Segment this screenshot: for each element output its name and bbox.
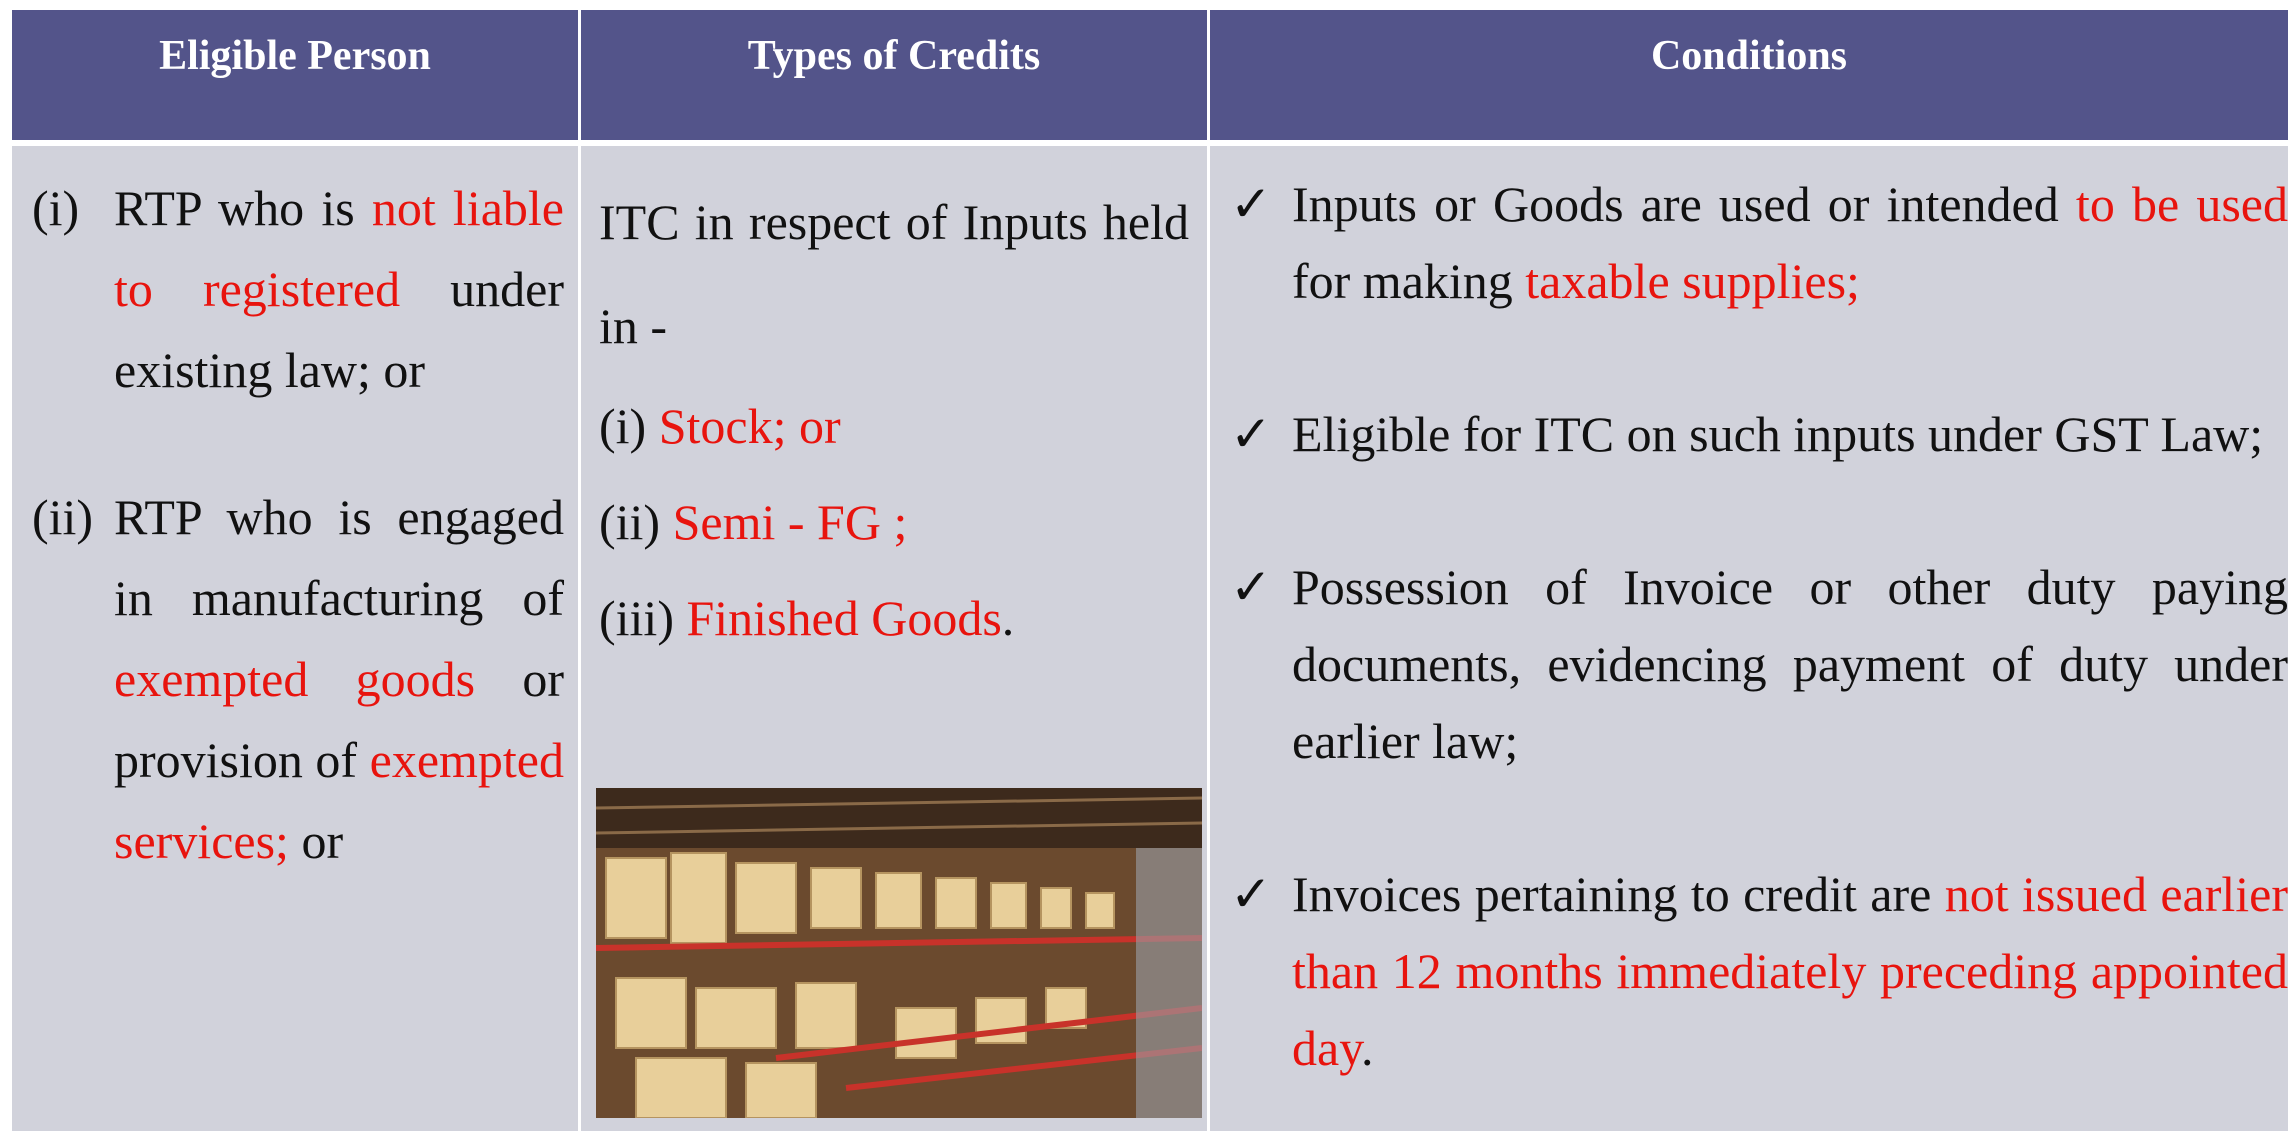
eligible-item: (i) RTP who is not liable to registered u… (32, 168, 564, 411)
header-cell: Conditions (1210, 10, 2288, 140)
text-run: under existing law; or (114, 261, 565, 398)
text-run: or provision of (114, 651, 564, 788)
credit-item: (iii) Finished Goods. (599, 570, 1189, 666)
item-marker: (i) (599, 398, 659, 454)
text-run: Eligible for ITC on such inputs under GS… (1292, 406, 2264, 462)
checkmark: ✓ (1230, 559, 1272, 615)
condition-item: ✓ Inputs or Goods are used or intended to… (1230, 166, 2288, 320)
text-run: Invoices pertaining to credit are (1292, 866, 1945, 922)
item-marker: (i) (32, 180, 80, 236)
text-run: . (1360, 1020, 1374, 1076)
eligible-item: (ii) RTP who is engaged in manufacturing … (32, 477, 564, 882)
checkmark: ✓ (1230, 406, 1272, 462)
text-run: not liable to registered (114, 180, 564, 317)
text-run: exempted goods (114, 651, 476, 707)
credit-item: (i) Stock; or (599, 378, 1189, 474)
text-run: for making (1292, 253, 1526, 309)
condition-item: ✓ Eligible for ITC on such inputs under G… (1230, 396, 2288, 473)
text-run: to be used (2075, 176, 2288, 232)
text-run: RTP who is engaged in manufacturing of (114, 489, 564, 626)
condition-item: ✓ Possession of Invoice or other duty pay… (1230, 549, 2288, 780)
text-run: Inputs or Goods are used or intended (1292, 176, 2076, 232)
text-run: RTP who is (114, 180, 372, 236)
text-run: not issued earlier than 12 months immedi… (1292, 866, 2288, 1076)
text-run: Possession of Invoice or other duty payi… (1292, 559, 2288, 769)
checkmark: ✓ (1230, 866, 1272, 922)
text-run: taxable supplies; (1525, 253, 1860, 309)
checkmark: ✓ (1230, 176, 1272, 232)
credit-text: Semi - FG ; (672, 494, 908, 550)
item-marker: (ii) (599, 494, 673, 550)
credit-suffix: . (1001, 590, 1015, 646)
credit-item: (ii) Semi - FG ; (599, 474, 1189, 570)
credit-text: Finished Goods (686, 590, 1002, 646)
conditions-cell: ✓ Inputs or Goods are used or intended to… (1210, 146, 2288, 1131)
credits-intro: ITC in respect of Inputs held in - (599, 194, 1189, 354)
eligible-cell: (i) RTP who is not liable to registered u… (12, 146, 578, 1131)
warehouse-photo (596, 788, 1202, 1118)
item-marker: (iii) (599, 590, 687, 646)
condition-item: ✓ Invoices pertaining to credit are not i… (1230, 856, 2288, 1087)
item-marker: (ii) (32, 489, 94, 545)
text-run: exempted services; (114, 732, 564, 869)
credit-text: Stock; or (658, 398, 841, 454)
text-run: or (288, 813, 344, 869)
header-cell: Types of Credits (581, 10, 1207, 140)
header-cell: Eligible Person (12, 10, 578, 140)
